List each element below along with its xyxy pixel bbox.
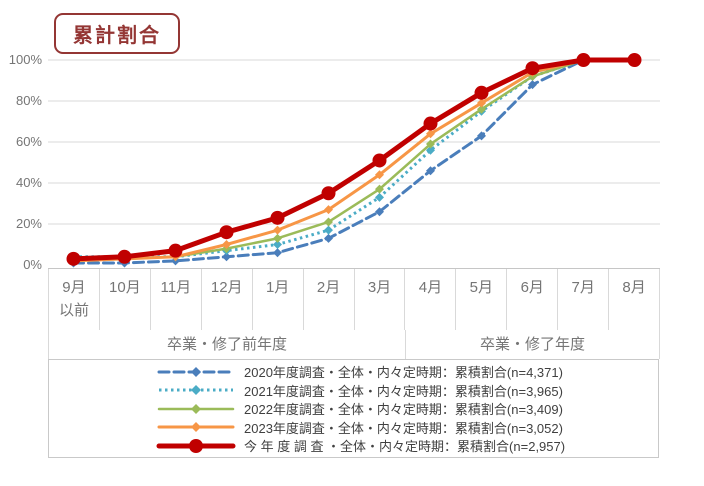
series-3-marker xyxy=(222,240,231,249)
month-label-4: 1月 xyxy=(251,269,303,330)
series-4-marker xyxy=(66,251,81,266)
chart-title: 累計割合 xyxy=(54,13,180,54)
legend-marker-2 xyxy=(191,403,201,414)
series-4-marker xyxy=(321,186,336,201)
legend-line-sample-1 xyxy=(159,385,233,395)
series-4-marker xyxy=(474,85,489,100)
legend-line-sample-4 xyxy=(156,438,236,453)
month-label-2: 11月 xyxy=(149,269,201,330)
series-4-marker xyxy=(117,249,132,264)
series-2-marker xyxy=(426,139,435,149)
legend-label-1: 2021年度調査・全体・内々定時期：累積割合(n=3,965) xyxy=(244,383,563,399)
legend-label-4: 今 年 度 調 査 ・全体・内々定時期：累積割合(n=2,957) xyxy=(244,439,566,454)
series-0-marker xyxy=(426,166,435,176)
month-label-9: 6月 xyxy=(506,269,557,330)
series-4-marker xyxy=(627,53,642,67)
series-0-marker xyxy=(375,207,384,217)
legend-label-2: 2022年度調査・全体・内々定時期：累積割合(n=3,409) xyxy=(244,402,563,417)
series-3-marker xyxy=(375,170,384,180)
legend-label-0: 2020年度調査・全体・内々定時期：累積割合(n=4,371) xyxy=(244,365,563,380)
y-axis-label-60: 60% xyxy=(15,134,42,149)
legend-item-0: 2020年度調査・全体・内々定時期：累積割合(n=4,371) xyxy=(157,363,658,381)
legend-item-2: 2022年度調査・全体・内々定時期：累積割合(n=3,409) xyxy=(157,400,658,418)
series-line-3 xyxy=(72,58,636,263)
series-3-marker xyxy=(426,129,435,139)
series-1-marker xyxy=(324,225,333,235)
y-axis-label-20: 20% xyxy=(15,216,42,231)
series-4-marker xyxy=(219,225,234,240)
series-line-0 xyxy=(72,58,636,265)
y-axis-label-40: 40% xyxy=(15,175,42,190)
legend-line-sample-3 xyxy=(157,422,235,432)
series-0-marker xyxy=(477,131,486,141)
series-line-2 xyxy=(72,58,636,263)
series-2-marker xyxy=(477,104,486,114)
month-label-1: 10月 xyxy=(98,269,150,330)
y-axis-label-80: 80% xyxy=(15,93,42,108)
legend-line-sample-0 xyxy=(157,366,235,377)
legend-marker-1 xyxy=(191,385,201,395)
x-axis-month-labels: 9月 以前 10月 11月 12月 1月 2月 3月 4月 5月 6月 7月 8月 xyxy=(48,268,661,330)
series-2-marker xyxy=(375,184,384,194)
month-label-11: 8月 xyxy=(608,269,661,330)
series-3-marker xyxy=(273,225,282,235)
series-0-marker xyxy=(528,80,537,90)
series-4-marker xyxy=(168,243,183,258)
legend-label-3: 2023年度調査・全体・内々定時期：累積割合(n=3,052) xyxy=(244,420,563,436)
legend-marker-4 xyxy=(189,438,203,453)
series-2-marker xyxy=(324,217,333,227)
series-4-marker xyxy=(270,210,285,225)
month-label-3: 12月 xyxy=(200,269,252,330)
series-4-marker xyxy=(576,53,591,67)
series-4-marker xyxy=(525,61,540,76)
series-line-1 xyxy=(73,58,635,259)
x-axis-year-group-labels: 卒業・修了前年度 卒業・修了年度 xyxy=(48,330,660,359)
series-2-marker xyxy=(273,233,282,243)
month-label-10: 7月 xyxy=(557,269,608,330)
year-group-label-0: 卒業・修了前年度 xyxy=(48,330,405,359)
series-1-marker xyxy=(273,240,282,249)
month-label-0: 9月 以前 xyxy=(48,269,99,330)
legend-marker-3 xyxy=(191,422,201,432)
series-0-marker xyxy=(273,248,282,258)
series-1-marker xyxy=(426,145,435,155)
month-label-7: 4月 xyxy=(404,269,455,330)
series-4-marker xyxy=(372,153,387,168)
year-group-label-1: 卒業・修了年度 xyxy=(405,330,660,359)
series-3-marker xyxy=(324,205,333,215)
y-axis-label-0: 0% xyxy=(23,257,42,272)
plot-area xyxy=(48,53,660,268)
y-axis-label-100: 100% xyxy=(8,52,42,67)
legend-item-4: 今 年 度 調 査 ・全体・内々定時期：累積割合(n=2,957) xyxy=(156,437,658,455)
series-1-marker xyxy=(375,192,384,202)
series-3-marker xyxy=(477,98,486,108)
legend-line-sample-2 xyxy=(157,403,235,414)
legend-item-1: 2021年度調査・全体・内々定時期：累積割合(n=3,965) xyxy=(157,381,658,399)
legend-item-3: 2023年度調査・全体・内々定時期：累積割合(n=3,052) xyxy=(157,418,658,436)
legend-marker-0 xyxy=(191,366,201,377)
month-label-8: 5月 xyxy=(455,269,506,330)
series-0-marker xyxy=(222,252,231,262)
series-4-marker xyxy=(423,116,438,131)
month-label-5: 2月 xyxy=(302,269,354,330)
series-0-marker xyxy=(324,233,333,243)
month-label-6: 3月 xyxy=(353,269,405,330)
legend: 2020年度調査・全体・内々定時期：累積割合(n=4,371) 2021年度調査・… xyxy=(48,359,659,458)
series-line-4 xyxy=(71,57,637,262)
